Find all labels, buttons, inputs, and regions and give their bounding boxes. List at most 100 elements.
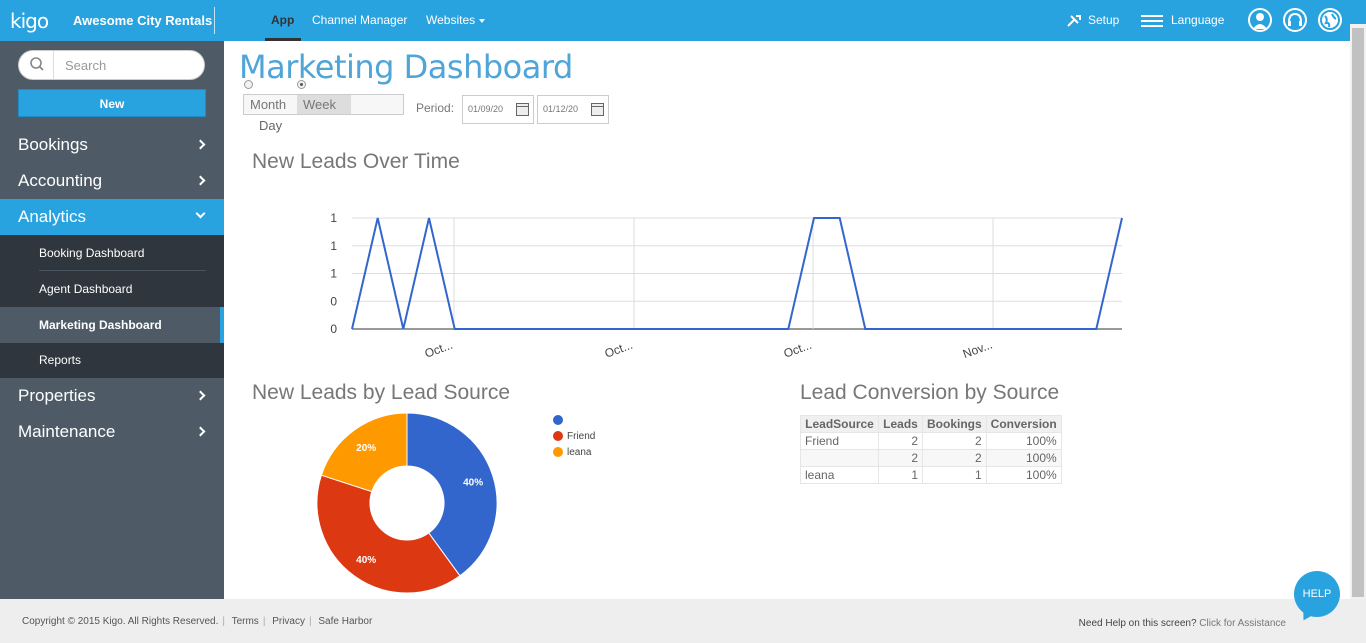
legend-label: Friend: [567, 431, 596, 442]
submenu-agent-dashboard[interactable]: Agent Dashboard: [39, 282, 133, 296]
vertical-scrollbar[interactable]: [1350, 24, 1366, 599]
search-box: [18, 50, 205, 80]
calendar-icon[interactable]: [516, 103, 529, 116]
radio-option-2[interactable]: [297, 80, 306, 89]
terms-link[interactable]: Terms: [231, 616, 259, 627]
column-header[interactable]: LeadSource: [800, 415, 879, 433]
globe-icon[interactable]: [1318, 8, 1342, 32]
table-row: leana 1 1 100%: [800, 466, 1062, 484]
help-prompt: Need Help on this screen? Click for Assi…: [1079, 618, 1286, 629]
legend-swatch: [553, 415, 563, 426]
radio-option-1[interactable]: [244, 80, 253, 89]
date-to-value: 01/12/20: [543, 104, 579, 114]
y-tick-label: 0: [330, 294, 337, 308]
scrollbar-thumb[interactable]: [1352, 28, 1364, 597]
setup-label: Setup: [1088, 13, 1120, 27]
safe-harbor-link[interactable]: Safe Harbor: [318, 616, 373, 627]
support-headset-icon[interactable]: [1283, 8, 1307, 32]
conversion-title: Lead Conversion by Source: [800, 381, 1060, 404]
date-to-field[interactable]: 01/12/20: [537, 95, 609, 124]
nav-channel-manager[interactable]: Channel Manager: [312, 13, 408, 27]
cell-leads: 2: [878, 449, 923, 467]
legend-item-1: [553, 415, 567, 426]
chevron-right-icon: [195, 139, 206, 150]
company-name[interactable]: Awesome City Rentals: [73, 13, 213, 28]
range-selector: Month Week: [243, 94, 404, 115]
nav-websites-label: Websites: [426, 13, 476, 27]
sidebar-item-label: Maintenance: [18, 422, 116, 441]
cell-leads: 2: [878, 432, 923, 450]
pie-slice: [320, 412, 408, 493]
calendar-icon[interactable]: [591, 103, 604, 116]
y-tick-label: 0: [330, 322, 337, 336]
pie-slice: [316, 474, 461, 594]
chevron-right-icon: [195, 426, 206, 437]
nav-app[interactable]: App: [271, 13, 295, 27]
chevron-down-icon: [195, 208, 206, 219]
period-label: Period:: [416, 101, 455, 115]
search-icon[interactable]: [19, 51, 54, 79]
y-tick-label: 1: [330, 239, 337, 253]
column-header[interactable]: Leads: [878, 415, 923, 433]
leads-over-time-chart: 1 1 1 0 0 Oct... Oct... Oct... Nov...: [330, 211, 1123, 361]
sidebar-item-analytics[interactable]: Analytics: [0, 199, 224, 235]
x-tick-label: Oct...: [423, 338, 455, 361]
column-header[interactable]: Conversion: [985, 415, 1062, 433]
sidebar-item-label: Analytics: [18, 207, 87, 226]
table-row: Friend 2 2 100%: [800, 432, 1062, 450]
submenu-marketing-dashboard[interactable]: Marketing Dashboard: [0, 307, 224, 343]
cell-conversion: 100%: [985, 466, 1062, 484]
nav-active-indicator: [265, 38, 301, 41]
sidebar-item-maintenance[interactable]: Maintenance: [0, 414, 224, 450]
x-tick-label: Nov...: [961, 337, 994, 361]
tab-day[interactable]: Day: [259, 118, 283, 133]
table-header-row: LeadSource Leads Bookings Conversion: [800, 415, 1062, 433]
kigo-logo[interactable]: kigo: [10, 9, 49, 33]
cell-bookings: 1: [922, 466, 987, 484]
submenu-divider: [39, 270, 206, 271]
page-title: Marketing Dashboard: [239, 48, 573, 86]
privacy-link[interactable]: Privacy: [272, 616, 305, 627]
legend-label: leana: [567, 447, 592, 458]
cell-bookings: 2: [922, 449, 987, 467]
analytics-submenu: Booking Dashboard Agent Dashboard Market…: [0, 235, 224, 378]
top-bar: kigo Awesome City Rentals App Channel Ma…: [0, 0, 1366, 41]
cell-conversion: 100%: [985, 432, 1062, 450]
new-button[interactable]: New: [18, 89, 206, 117]
chevron-right-icon: [195, 390, 206, 401]
legend-swatch: [553, 447, 563, 458]
pie-slice: [406, 412, 498, 577]
date-from-value: 01/09/20: [468, 104, 504, 114]
tab-week[interactable]: Week: [297, 95, 351, 114]
submenu-reports[interactable]: Reports: [39, 353, 82, 367]
sidebar-item-label: Properties: [18, 386, 96, 405]
chevron-down-icon: [479, 18, 486, 23]
table-row: 2 2 100%: [800, 449, 1062, 467]
user-icon[interactable]: [1248, 8, 1272, 32]
help-question: Need Help on this screen?: [1078, 618, 1197, 629]
setup-button[interactable]: Setup: [1066, 13, 1119, 28]
submenu-booking-dashboard[interactable]: Booking Dashboard: [39, 246, 145, 260]
sidebar-item-bookings[interactable]: Bookings: [0, 127, 224, 163]
tab-month[interactable]: Month: [250, 97, 287, 112]
nav-websites[interactable]: Websites: [426, 13, 486, 27]
column-header[interactable]: Bookings: [922, 415, 987, 433]
date-from-field[interactable]: 01/09/20: [462, 95, 534, 124]
top-divider: [214, 7, 215, 34]
list-icon: [1141, 14, 1163, 27]
sidebar-item-label: Accounting: [18, 171, 103, 190]
assistance-link[interactable]: Click for Assistance: [1199, 618, 1286, 629]
leads-series-line: [351, 217, 1123, 330]
cell-source: leana: [800, 466, 879, 484]
language-button[interactable]: Language: [1141, 13, 1224, 28]
search-input[interactable]: [55, 51, 200, 79]
cell-leads: 1: [878, 466, 923, 484]
sidebar-item-accounting[interactable]: Accounting: [0, 163, 224, 199]
help-bubble-button[interactable]: HELP: [1294, 571, 1340, 617]
cell-source: [800, 449, 879, 467]
copyright-text: Copyright © 2015 Kigo. All Rights Reserv…: [22, 616, 219, 627]
sidebar: New Bookings Accounting Analytics Bookin…: [0, 41, 224, 599]
main-content: Marketing Dashboard Month Week Day Perio…: [224, 41, 1350, 599]
sidebar-item-properties[interactable]: Properties: [0, 378, 224, 414]
y-tick-label: 1: [330, 267, 337, 281]
